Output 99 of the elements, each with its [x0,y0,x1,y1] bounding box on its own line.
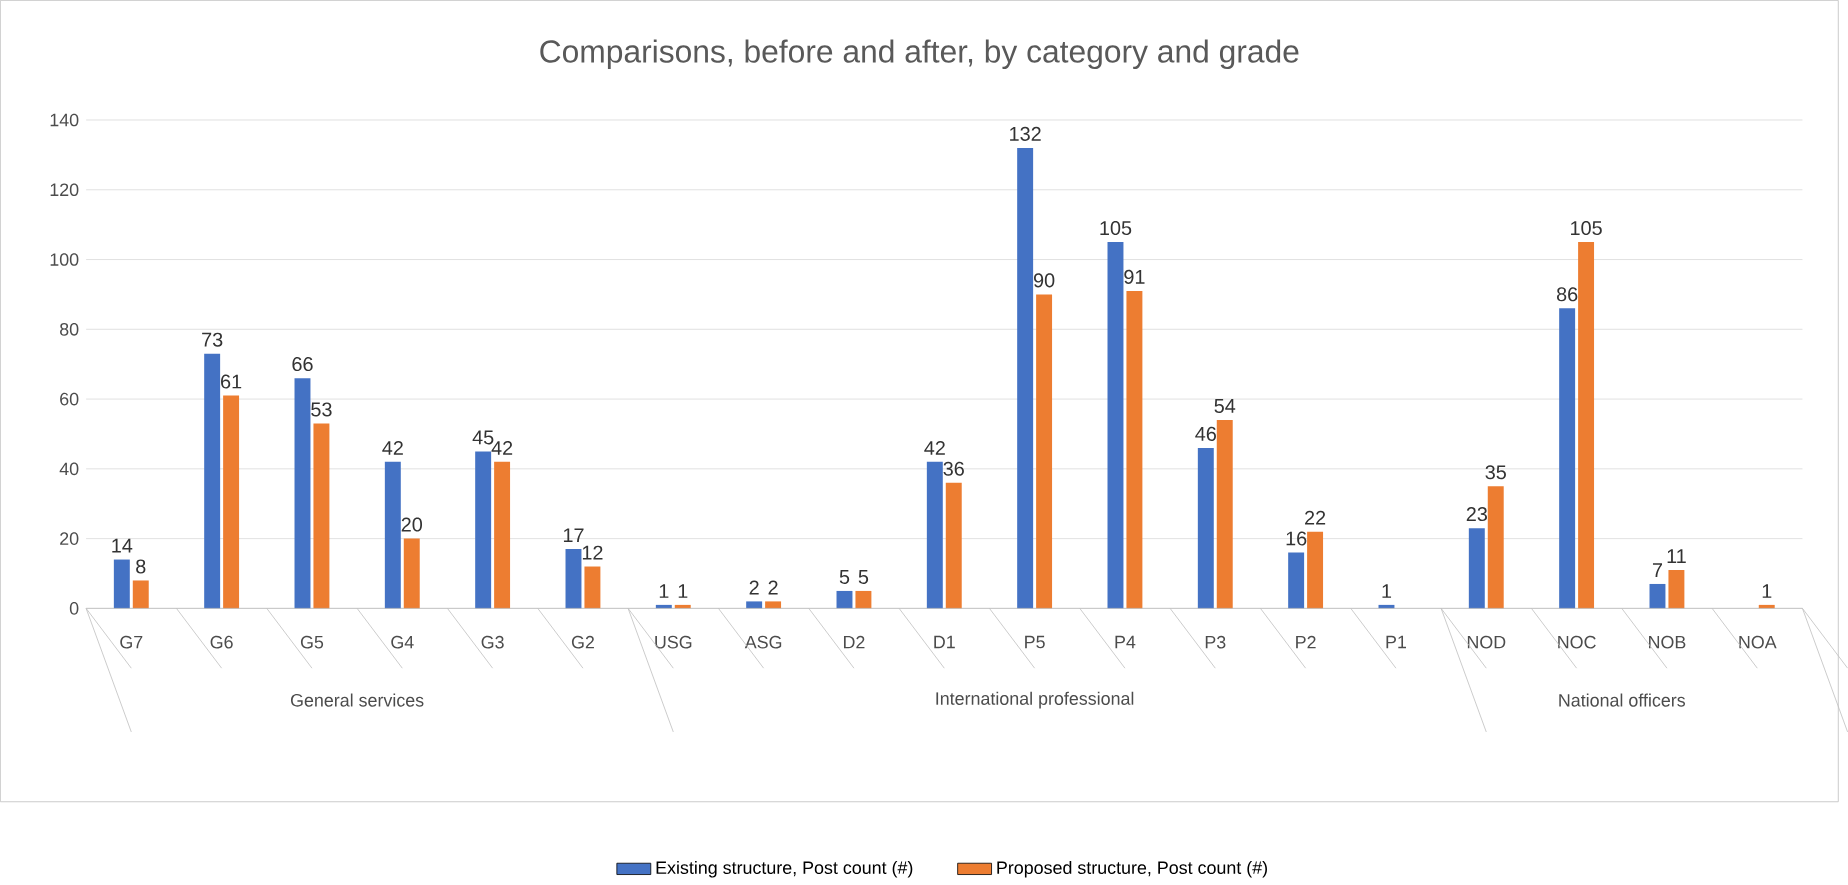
bar [1307,531,1324,609]
x-tick-label: ASG [744,635,782,649]
data-label: 46 [1195,426,1216,441]
bar [1468,528,1485,609]
x-tick-label: G7 [120,635,143,649]
data-label: 11 [1667,549,1686,564]
data-label: 1 [1762,584,1772,598]
data-label: 1 [1382,584,1392,598]
data-label: 86 [1556,287,1578,302]
x-tick-label: G4 [391,635,414,649]
data-label: 53 [311,402,332,417]
data-label: 14 [112,538,133,553]
data-label: 1 [659,584,669,598]
bar [1559,308,1576,609]
data-label: 42 [382,441,403,455]
x-tick-label: USG [655,635,692,649]
x-tick-label: P2 [1296,635,1316,649]
x-tick-label: NOD [1467,635,1506,649]
bar [855,591,872,609]
data-label: 54 [1214,399,1236,414]
data-label: 73 [202,332,223,347]
x-tick-label: P3 [1205,635,1226,649]
x-tick-label: G2 [571,635,594,649]
bar [1017,148,1034,609]
x-tick-label: NOA [1739,635,1777,649]
data-label: 17 [563,528,584,543]
data-label: 132 [1010,126,1041,141]
y-tick-label: 80 [60,323,79,336]
bar [1487,486,1504,609]
bar [313,423,330,609]
data-label: 22 [1305,510,1326,525]
bar [384,461,401,609]
data-label: 16 [1286,531,1307,546]
x-tick-label: P4 [1115,635,1136,649]
data-label: 20 [401,517,423,532]
data-label: 2 [768,580,778,595]
data-label: 105 [1100,221,1132,236]
data-label: 7 [1652,563,1663,578]
bar [1107,242,1124,609]
data-label: 105 [1571,221,1602,236]
x-tick-label: P1 [1386,635,1406,649]
bar [746,601,763,609]
bar [113,559,130,609]
x-tick-label: NOC [1558,635,1596,649]
data-label: 91 [1124,269,1145,285]
data-label: 8 [136,559,146,574]
bar [1649,584,1666,609]
bar [1036,294,1053,609]
bar [1126,291,1143,609]
legend-label: Proposed structure, Post count (#) [997,861,1267,878]
text: General services [290,693,424,707]
chart-title: Comparisons, before and after, by category and grade [540,39,1299,70]
bar [1578,242,1595,609]
data-label: 12 [582,545,603,560]
data-label: 1 [678,584,688,598]
data-label: 5 [839,570,850,585]
bar [926,461,943,609]
bar [565,549,582,609]
data-label: 42 [924,441,945,455]
data-label: 5 [858,570,869,585]
bar [765,601,782,609]
bar [223,395,240,609]
bar [132,580,149,609]
text: International professional [936,691,1134,709]
x-tick-label: G6 [210,635,233,649]
bar [294,378,311,609]
text: National officers [1559,693,1686,707]
bar [584,566,601,609]
x-tick-label: G3 [481,635,504,649]
bar [945,482,962,609]
y-tick-label: 20 [60,532,79,546]
x-tick-label: D1 [934,635,955,649]
x-tick-label: P5 [1025,635,1045,649]
bar [494,461,511,609]
bar [1216,420,1233,609]
data-label: 35 [1485,465,1506,480]
bar [1288,552,1305,609]
data-label: 2 [749,580,759,595]
y-tick-label: 60 [60,392,79,406]
data-label: 61 [221,374,242,389]
data-label: 36 [943,461,964,476]
bar [475,451,492,609]
data-label: 23 [1466,507,1487,522]
bar [1197,448,1214,609]
y-tick-label: 140 [50,113,79,127]
data-label: 90 [1033,273,1055,288]
x-tick-label: NOB [1649,635,1686,649]
bar [836,591,853,609]
data-label: 66 [292,357,313,372]
bar [204,353,221,609]
y-tick-label: 100 [50,253,79,266]
x-tick-label: G5 [300,635,324,649]
legend-label: Existing structure, Post count (#) [656,861,913,878]
y-tick-label: 0 [69,602,79,615]
bar [403,538,420,609]
y-tick-label: 40 [59,462,79,476]
y-tick-label: 120 [50,183,79,197]
x-tick-label: D2 [843,635,865,649]
bar [1668,570,1685,609]
